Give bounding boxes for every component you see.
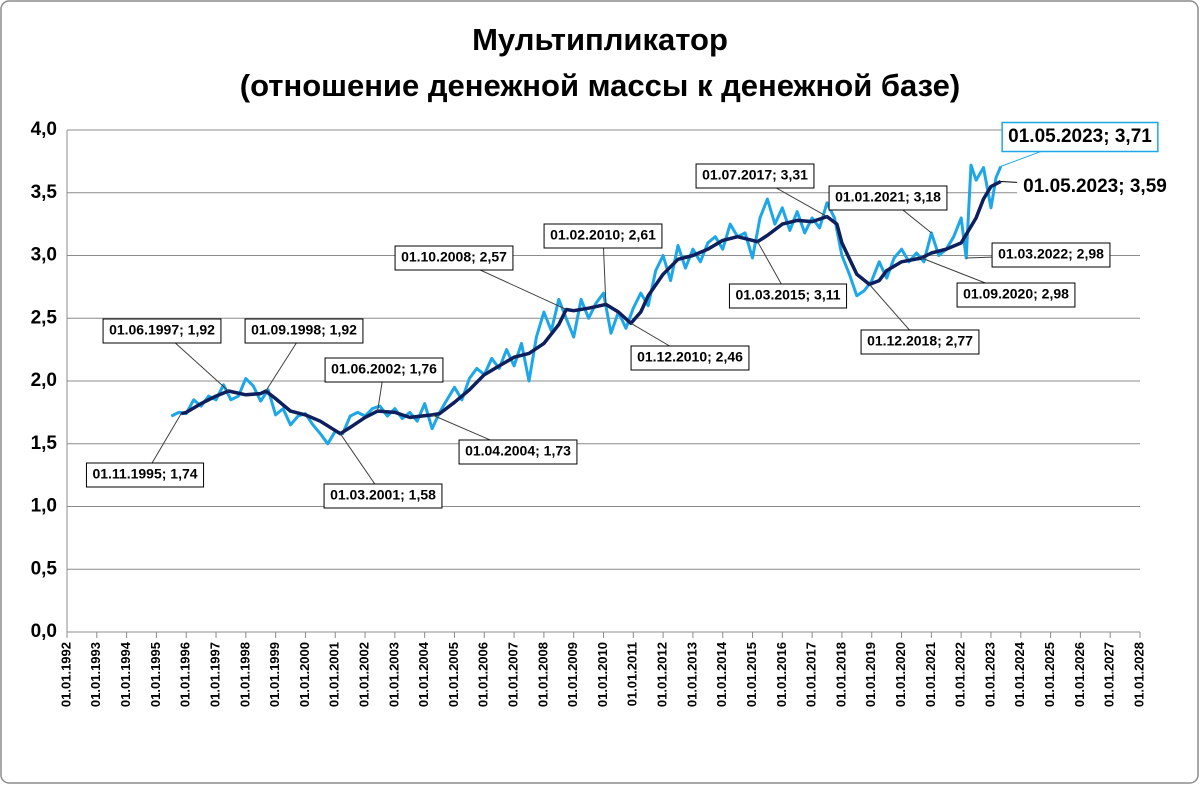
x-tick-label: 01.01.2009	[565, 642, 580, 707]
annotation-label: 01.03.2015; 3,11	[735, 287, 840, 303]
x-tick-label: 01.01.2002	[356, 642, 371, 707]
x-tick-label: 01.01.2024	[1012, 641, 1027, 707]
x-tick-label: 01.01.2000	[297, 642, 312, 707]
y-tick-label: 2,0	[31, 370, 57, 391]
annotation-label: 01.01.2021; 3,18	[835, 189, 941, 205]
x-tick-label: 01.01.2023	[982, 642, 997, 707]
x-tick-label: 01.01.2022	[953, 642, 968, 707]
y-tick-label: 4,0	[31, 119, 57, 140]
annotation-label: 01.04.2004; 1,73	[465, 443, 571, 459]
x-tick-label: 01.01.2006	[476, 642, 491, 707]
x-tick-label: 01.01.2027	[1102, 642, 1117, 707]
x-tick-label: 01.01.2008	[535, 642, 550, 707]
y-tick-label: 3,0	[31, 245, 57, 266]
y-tick-label: 1,0	[31, 496, 57, 517]
annotation-label: 01.11.1995; 1,74	[92, 466, 197, 482]
annotation-box	[244, 318, 364, 344]
annotation-label: 01.06.2002; 1,76	[331, 361, 437, 377]
annotation-label: 01.09.1998; 1,92	[251, 322, 357, 338]
x-tick-label: 01.01.2013	[684, 642, 699, 707]
annotation-label: 01.12.2018; 2,77	[867, 333, 973, 349]
x-tick-label: 01.01.2025	[1042, 642, 1057, 707]
annotation-label: 01.10.2008; 2,57	[401, 249, 507, 265]
annotation-label: 01.05.2023; 3,71	[1008, 126, 1152, 147]
x-tick-label: 01.01.1999	[267, 642, 282, 707]
annotation-box	[458, 439, 578, 465]
y-tick-label: 2,5	[31, 307, 58, 328]
y-tick-label: 1,5	[31, 433, 58, 454]
y-tick-label: 0,5	[31, 558, 58, 579]
annotation-box	[956, 282, 1076, 308]
x-tick-label: 01.01.2019	[863, 642, 878, 707]
annotation-box	[630, 345, 750, 371]
annotation-box	[695, 163, 815, 189]
annotation-box	[1001, 121, 1159, 153]
annotation-box	[828, 185, 948, 211]
x-tick-label: 01.01.2014	[714, 641, 729, 707]
x-tick-label: 01.01.1993	[88, 642, 103, 707]
annotation-box	[543, 223, 663, 249]
annotation-label: 01.06.1997; 1,92	[109, 322, 215, 338]
x-tick-label: 01.01.2012	[655, 642, 670, 707]
annotation-box	[323, 483, 443, 509]
x-tick-label: 01.01.2011	[625, 642, 640, 706]
x-tick-label: 01.01.2016	[774, 642, 789, 707]
x-tick-label: 01.01.2003	[386, 642, 401, 707]
x-tick-label: 01.01.1997	[207, 642, 222, 707]
annotation-label: 01.02.2010; 2,61	[550, 227, 656, 243]
x-tick-label: 01.01.1994	[118, 641, 133, 707]
annotation-label: 01.05.2023; 3,59	[1023, 176, 1167, 197]
chart-title: Мультипликатор	[472, 22, 728, 57]
x-tick-label: 01.01.2001	[327, 642, 342, 707]
x-tick-label: 01.01.1992	[58, 642, 73, 707]
x-tick-label: 01.01.2004	[416, 641, 431, 707]
annotation-box	[991, 242, 1111, 268]
x-tick-label: 01.01.1998	[237, 642, 252, 707]
x-tick-label: 01.01.2010	[595, 642, 610, 707]
annotation-label: 01.03.2001; 1,58	[330, 487, 436, 503]
annotation-box	[85, 462, 205, 488]
annotation-box	[1017, 172, 1173, 202]
annotation-box	[394, 245, 514, 271]
x-tick-label: 01.01.2015	[744, 642, 759, 707]
annotation-box	[102, 318, 222, 344]
x-tick-label: 01.01.2005	[446, 642, 461, 707]
x-tick-label: 01.01.1995	[148, 642, 163, 707]
annotation-label: 01.12.2010; 2,46	[637, 349, 743, 365]
x-tick-label: 01.01.2007	[506, 642, 521, 707]
x-tick-label: 01.01.2018	[833, 642, 848, 707]
x-tick-label: 01.01.2021	[923, 642, 938, 707]
annotation-box	[860, 329, 980, 355]
x-tick-label: 01.01.2020	[893, 642, 908, 707]
x-tick-label: 01.01.2028	[1131, 642, 1146, 707]
x-tick-label: 01.01.1996	[178, 642, 193, 707]
x-tick-label: 01.01.2017	[804, 642, 819, 707]
y-tick-label: 3,5	[31, 182, 58, 203]
annotation-box	[324, 357, 444, 383]
y-tick-label: 0,0	[31, 621, 57, 642]
annotation-label: 01.09.2020; 2,98	[963, 286, 1069, 302]
x-tick-label: 01.01.2026	[1072, 642, 1087, 707]
chart-subtitle: (отношение денежной массы к денежной баз…	[240, 68, 960, 103]
series-line	[170, 163, 1003, 446]
annotation-label: 01.03.2022; 2,98	[998, 246, 1104, 262]
annotation-label: 01.07.2017; 3,31	[702, 167, 808, 183]
annotation-box	[728, 283, 848, 309]
